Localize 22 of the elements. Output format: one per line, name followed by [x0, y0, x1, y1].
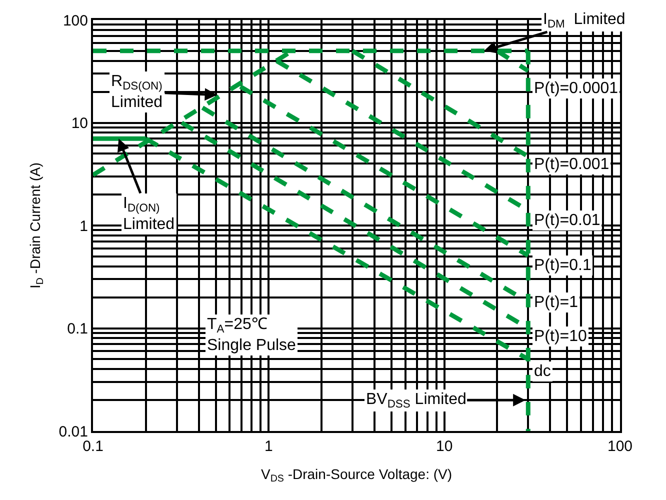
y-tick-label: 10 [71, 115, 88, 132]
annotation: R$_{DS(ON)}$ Limited [111, 73, 163, 111]
annotation: P(t)=0.001 [534, 156, 610, 173]
annotation: BV$_{DSS}$ Limited [366, 391, 466, 410]
annotation: I$_{D(ON)}$ Limited [123, 195, 175, 233]
y-tick-label: 1 [80, 218, 88, 235]
annotation: P(t)=0.01 [534, 212, 600, 229]
x-axis-title: V$_{DS}$ -Drain-Source Voltage: (V) [260, 466, 452, 485]
x-tick-label: 0.1 [82, 438, 104, 455]
annotation: P(t)=10 [534, 328, 588, 345]
annotation: T$_{A}$=25℃ Single Pulse [207, 316, 296, 354]
annotation: P(t)=0.1 [534, 257, 592, 274]
annotation: I$_{DM}$ Limited [543, 11, 626, 30]
x-tick-label: 100 [607, 438, 633, 455]
y-tick-label: 100 [62, 12, 88, 30]
x-tick-label: 10 [436, 438, 453, 455]
annotation: P(t)=0.0001 [534, 80, 618, 97]
y-tick-label: 0.1 [67, 320, 88, 338]
annotation: P(t)=1 [534, 294, 578, 311]
annotation: dc [534, 363, 551, 380]
x-tick-label: 1 [264, 438, 273, 455]
y-tick-label: 0.01 [58, 423, 88, 440]
